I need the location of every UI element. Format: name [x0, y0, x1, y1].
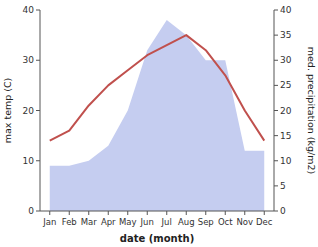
y2-axis-label: med. precipitation (kg/m2): [306, 47, 317, 174]
y2-tick: [274, 160, 278, 161]
chart-container: 0 10 20 30 40 0 5 10 15 20 25 30 35 40 Jan Feb MarAprMay…: [0, 0, 318, 247]
y2-tick: [274, 85, 278, 86]
plot-area: [50, 20, 265, 211]
y-tick-label: 40: [23, 5, 35, 15]
precipitation-area: [50, 20, 265, 211]
x-tick-label: Jun: [140, 217, 154, 227]
y2-tick-label: 35: [280, 30, 291, 40]
x-tick: [49, 211, 50, 215]
y2-tick-label: 40: [280, 5, 292, 15]
x-tick-label: Oct: [218, 217, 233, 227]
x-tick: [88, 211, 89, 215]
x-tick: [69, 211, 70, 215]
y-tick-label: 30: [23, 55, 35, 65]
x-tick-label: Sep: [198, 217, 214, 227]
x-axis-label: date (month): [120, 233, 194, 244]
y2-tick-label: 20: [280, 106, 292, 116]
x-axis-line: [40, 211, 274, 212]
x-tick-label: Jan: [42, 217, 56, 227]
x-tick-label: Apr: [101, 217, 116, 227]
x-tick: [244, 211, 245, 215]
y2-tick-label: 25: [280, 80, 291, 90]
y2-tick: [274, 110, 278, 111]
y2-tick-label: 30: [280, 55, 292, 65]
x-tick-label: May: [119, 217, 137, 227]
x-tick: [127, 211, 128, 215]
temperature-line: [50, 35, 265, 141]
x-tick: [225, 211, 226, 215]
y-tick-label: 10: [23, 156, 35, 166]
x-tick: [186, 211, 187, 215]
y2-tick-label: 5: [280, 181, 286, 191]
chart: 0 10 20 30 40 0 5 10 15 20 25 30 35 40 Jan Feb MarAprMay…: [0, 0, 318, 247]
x-tick-label: Mar: [81, 217, 98, 227]
x-tick: [264, 211, 265, 215]
y-axis-label: max temp (C): [2, 78, 13, 144]
y2-tick-label: 0: [280, 206, 286, 216]
y2-tick: [274, 185, 278, 186]
y2-tick: [274, 135, 278, 136]
y-tick: [36, 110, 40, 111]
y2-tick: [274, 35, 278, 36]
y2-tick: [274, 211, 278, 212]
y2-tick-label: 10: [280, 156, 292, 166]
y2-tick-label: 15: [280, 131, 291, 141]
y-tick-label: 0: [28, 206, 34, 216]
y-tick: [36, 160, 40, 161]
x-tick-label: Nov: [236, 217, 253, 227]
x-tick-label: Dec: [256, 217, 273, 227]
x-tick-label: Aug: [178, 217, 195, 227]
y-tick: [36, 10, 40, 11]
x-tick: [205, 211, 206, 215]
x-tick-label: Jul: [161, 217, 172, 227]
x-tick: [108, 211, 109, 215]
y2-tick: [274, 10, 278, 11]
y-tick: [36, 211, 40, 212]
y2-tick: [274, 60, 278, 61]
y-tick: [36, 60, 40, 61]
y-tick-label: 20: [23, 106, 35, 116]
x-tick-label: Feb: [62, 217, 77, 227]
x-tick: [147, 211, 148, 215]
x-tick: [166, 211, 167, 215]
